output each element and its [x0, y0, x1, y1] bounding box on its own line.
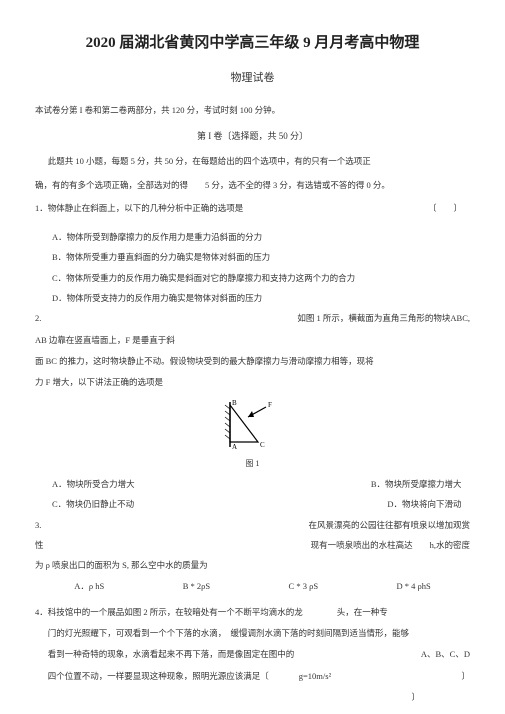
q3-side1: 在风景漂亮的公园往往都有喷泉以增加观赏 — [308, 518, 470, 533]
q4-line4-left: 四个位置不动，一样要显现这种现象，照明光源应该满足〔 — [48, 669, 269, 684]
q1-option-a: A．物体所受到静摩擦力的反作用力是重力沿斜面的分力 — [52, 230, 470, 245]
q2-stem-right: 如图 1 所示，横截面为直角三角形的物块ABC, — [297, 311, 470, 326]
q1-option-c: C．物体所受重力的反作用力确实是斜面对它的静摩擦力和支持力这两个力的合力 — [52, 271, 470, 286]
q2-option-b: B．物块所受摩擦力增大 — [371, 477, 470, 492]
q3-num: 3. — [35, 518, 41, 533]
q2-options-row2: C．物块仍旧静止不动 D．物块将向下滑动 — [35, 497, 470, 512]
q4-bracket-close: 〕 — [35, 690, 470, 705]
q1-stem: 1．物体静止在斜面上，以下的几种分析中正确的选项是 〔 〕 — [35, 201, 470, 216]
q2-line1: 2. 如图 1 所示，横截面为直角三角形的物块ABC, — [35, 311, 470, 326]
q4-line4: 四个位置不动，一样要显现这种现象，照明光源应该满足〔 g=10m/s² 〕 — [48, 669, 470, 684]
q4-line1: 4．科技馆中的一个展品如图 2 所示，在较暗处有一个不断平均滴水的龙 头，在一种… — [35, 605, 470, 620]
svg-text:F: F — [268, 401, 272, 409]
svg-text:C: C — [260, 441, 265, 449]
q1-bracket: 〔 〕 — [428, 201, 462, 216]
q4-line2: 门的灯光照耀下，可观看到一个个下落的水滴， 缓慢调剂水滴下落的时刻间隔到适当情形… — [48, 626, 470, 641]
q3-xing: 性 — [35, 538, 44, 553]
q2-diagram-label: 图 1 — [35, 457, 470, 471]
document-title: 2020 届湖北省黄冈中学高三年级 9 月月考高中物理 — [35, 30, 470, 57]
q2-option-a: A．物块所受合力增大 — [35, 477, 135, 492]
q2-options-row1: A．物块所受合力增大 B．物块所受摩擦力增大 — [35, 477, 470, 492]
triangle-diagram-svg: B F A C — [218, 397, 288, 457]
q4-line3-left: 看到一种奇特的现象，水滴看起来不再下落，而是像固定在图中的 — [48, 647, 295, 662]
q1-stem-text: 1．物体静止在斜面上，以下的几种分析中正确的选项是 — [35, 203, 243, 213]
paragraph-1: 此题共 10 小题，每题 5 分，共 50 分，在每题给出的四个选项中，有的只有… — [35, 154, 470, 169]
q2-option-d: D．物块将向下滑动 — [387, 497, 470, 512]
q4-line3-right: A、B、C、D — [421, 647, 470, 662]
q3-formula-c: C * 3 ρS — [289, 579, 319, 594]
q3-formula-line: 为 ρ 喷泉出口的面积为 S, 那么空中水的质量为 — [35, 558, 470, 573]
document-subtitle: 物理试卷 — [35, 69, 470, 89]
q2-option-c: C．物块仍旧静止不动 — [35, 497, 134, 512]
q3-row2: 性 现有一喷泉喷出的水柱高达 h,水的密度 — [35, 538, 470, 553]
q1-option-d: D．物体所受支持力的反作用力确实是物体对斜面的压力 — [52, 291, 470, 306]
section-header: 第 I 卷〔选择题，共 50 分〕 — [35, 128, 470, 144]
q3-formula-a: A．ρ hS — [74, 579, 104, 594]
exam-instruction: 本试卷分第 I 卷和第二卷两部分，共 120 分，考试时刻 100 分钟。 — [35, 103, 470, 118]
q4-line4-g: g=10m/s² — [299, 669, 331, 684]
q2-line4: 力 F 增大，以下讲法正确的选项是 — [35, 375, 470, 390]
q3-formula-row: A．ρ hS B * 2ρS C * 3 ρS D * 4 ρhS — [35, 579, 470, 594]
q2-line3: 面 BC 的推力，这时物块静止不动。假设物块受到的最大静摩擦力与滑动摩擦力相等，… — [35, 354, 470, 369]
q2-diagram: B F A C 图 1 — [35, 397, 470, 471]
q1-option-b: B．物体所受重力垂直斜面的分力确实是物体对斜面的压力 — [52, 250, 470, 265]
q3-formula-b: B * 2ρS — [183, 579, 210, 594]
q4-line3: 看到一种奇特的现象，水滴看起来不再下落，而是像固定在图中的 A、B、C、D — [48, 647, 470, 662]
q4-line4-right: 〕 — [461, 669, 470, 684]
q3-side2: 现有一喷泉喷出的水柱高达 h,水的密度 — [311, 538, 470, 553]
svg-text:A: A — [232, 443, 237, 451]
svg-text:B: B — [232, 399, 237, 407]
paragraph-2: 确，有的有多个选项正确，全部选对的得 5 分，选不全的得 3 分，有选错或不答的… — [35, 178, 470, 193]
q3-formula-d: D * 4 ρhS — [397, 579, 431, 594]
q2-line2: AB 边靠在竖直墙面上，F 是垂直于斜 — [35, 333, 470, 348]
q3-row1: 3. 在风景漂亮的公园往往都有喷泉以增加观赏 — [35, 518, 470, 533]
